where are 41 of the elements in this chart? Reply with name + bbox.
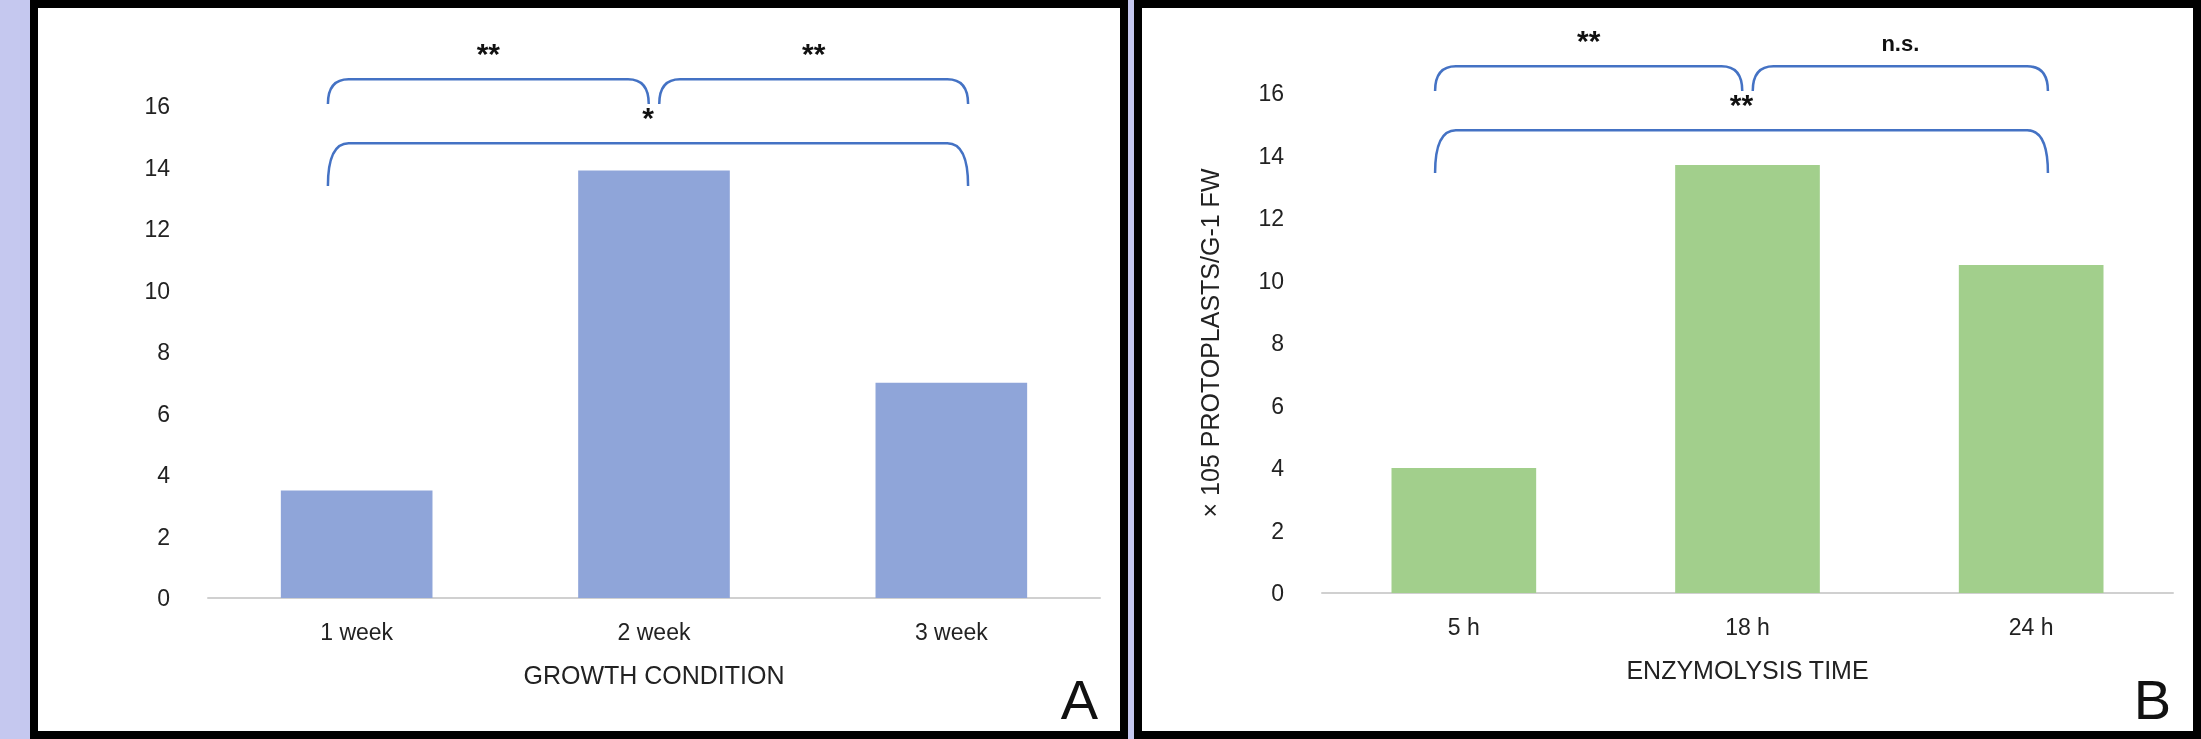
y-tick-label: 14 xyxy=(1258,142,1285,169)
x-tick-label: 2 week xyxy=(617,618,691,645)
y-axis-title: × 105 PROTOPLASTS/G-1 FW xyxy=(1195,168,1224,518)
bar xyxy=(1958,264,2104,593)
y-tick-label: 16 xyxy=(1258,80,1284,106)
bar xyxy=(578,170,730,598)
y-tick-label: 2 xyxy=(157,523,170,550)
x-tick-label: 24 h xyxy=(2008,613,2054,640)
y-tick-label: 4 xyxy=(1271,455,1285,481)
annotation: ** xyxy=(1729,88,1754,121)
text: B xyxy=(2133,668,2171,731)
y-tick-label: 14 xyxy=(144,154,171,181)
x-axis-title: ENZYMOLYSIS TIME xyxy=(1626,655,1869,684)
y-tick-label: 16 xyxy=(144,93,170,119)
text: ** xyxy=(801,37,826,70)
y-tick-label: 8 xyxy=(1271,330,1284,356)
y-tick-label: 12 xyxy=(144,216,170,242)
y-tick-label: 0 xyxy=(157,585,170,611)
bar xyxy=(875,382,1028,598)
y-tick-label: 10 xyxy=(144,277,170,304)
y-tick-label: 10 xyxy=(1258,267,1284,294)
x-tick-label: 1 week xyxy=(320,618,394,645)
bar xyxy=(280,490,433,598)
text: ** xyxy=(1576,24,1601,57)
y-tick-label: 4 xyxy=(157,462,171,488)
y-tick-label: 8 xyxy=(157,339,170,365)
text: n.s. xyxy=(1881,31,1920,56)
text: ** xyxy=(476,37,501,70)
x-axis-title: GROWTH CONDITION xyxy=(523,660,785,689)
y-tick-label: 6 xyxy=(157,400,170,427)
x-tick-label: 5 h xyxy=(1447,613,1480,640)
x-tick-label: 18 h xyxy=(1725,613,1770,640)
y-tick-label: 0 xyxy=(1271,580,1284,606)
bar xyxy=(1391,468,1537,593)
text: A xyxy=(1060,668,1099,731)
y-tick-label: 6 xyxy=(1271,392,1284,419)
annotation: * xyxy=(642,101,655,134)
bar xyxy=(1675,164,1820,593)
y-tick-label: 2 xyxy=(1271,517,1284,544)
x-tick-label: 3 week xyxy=(914,618,989,645)
y-tick-label: 12 xyxy=(1258,205,1284,231)
